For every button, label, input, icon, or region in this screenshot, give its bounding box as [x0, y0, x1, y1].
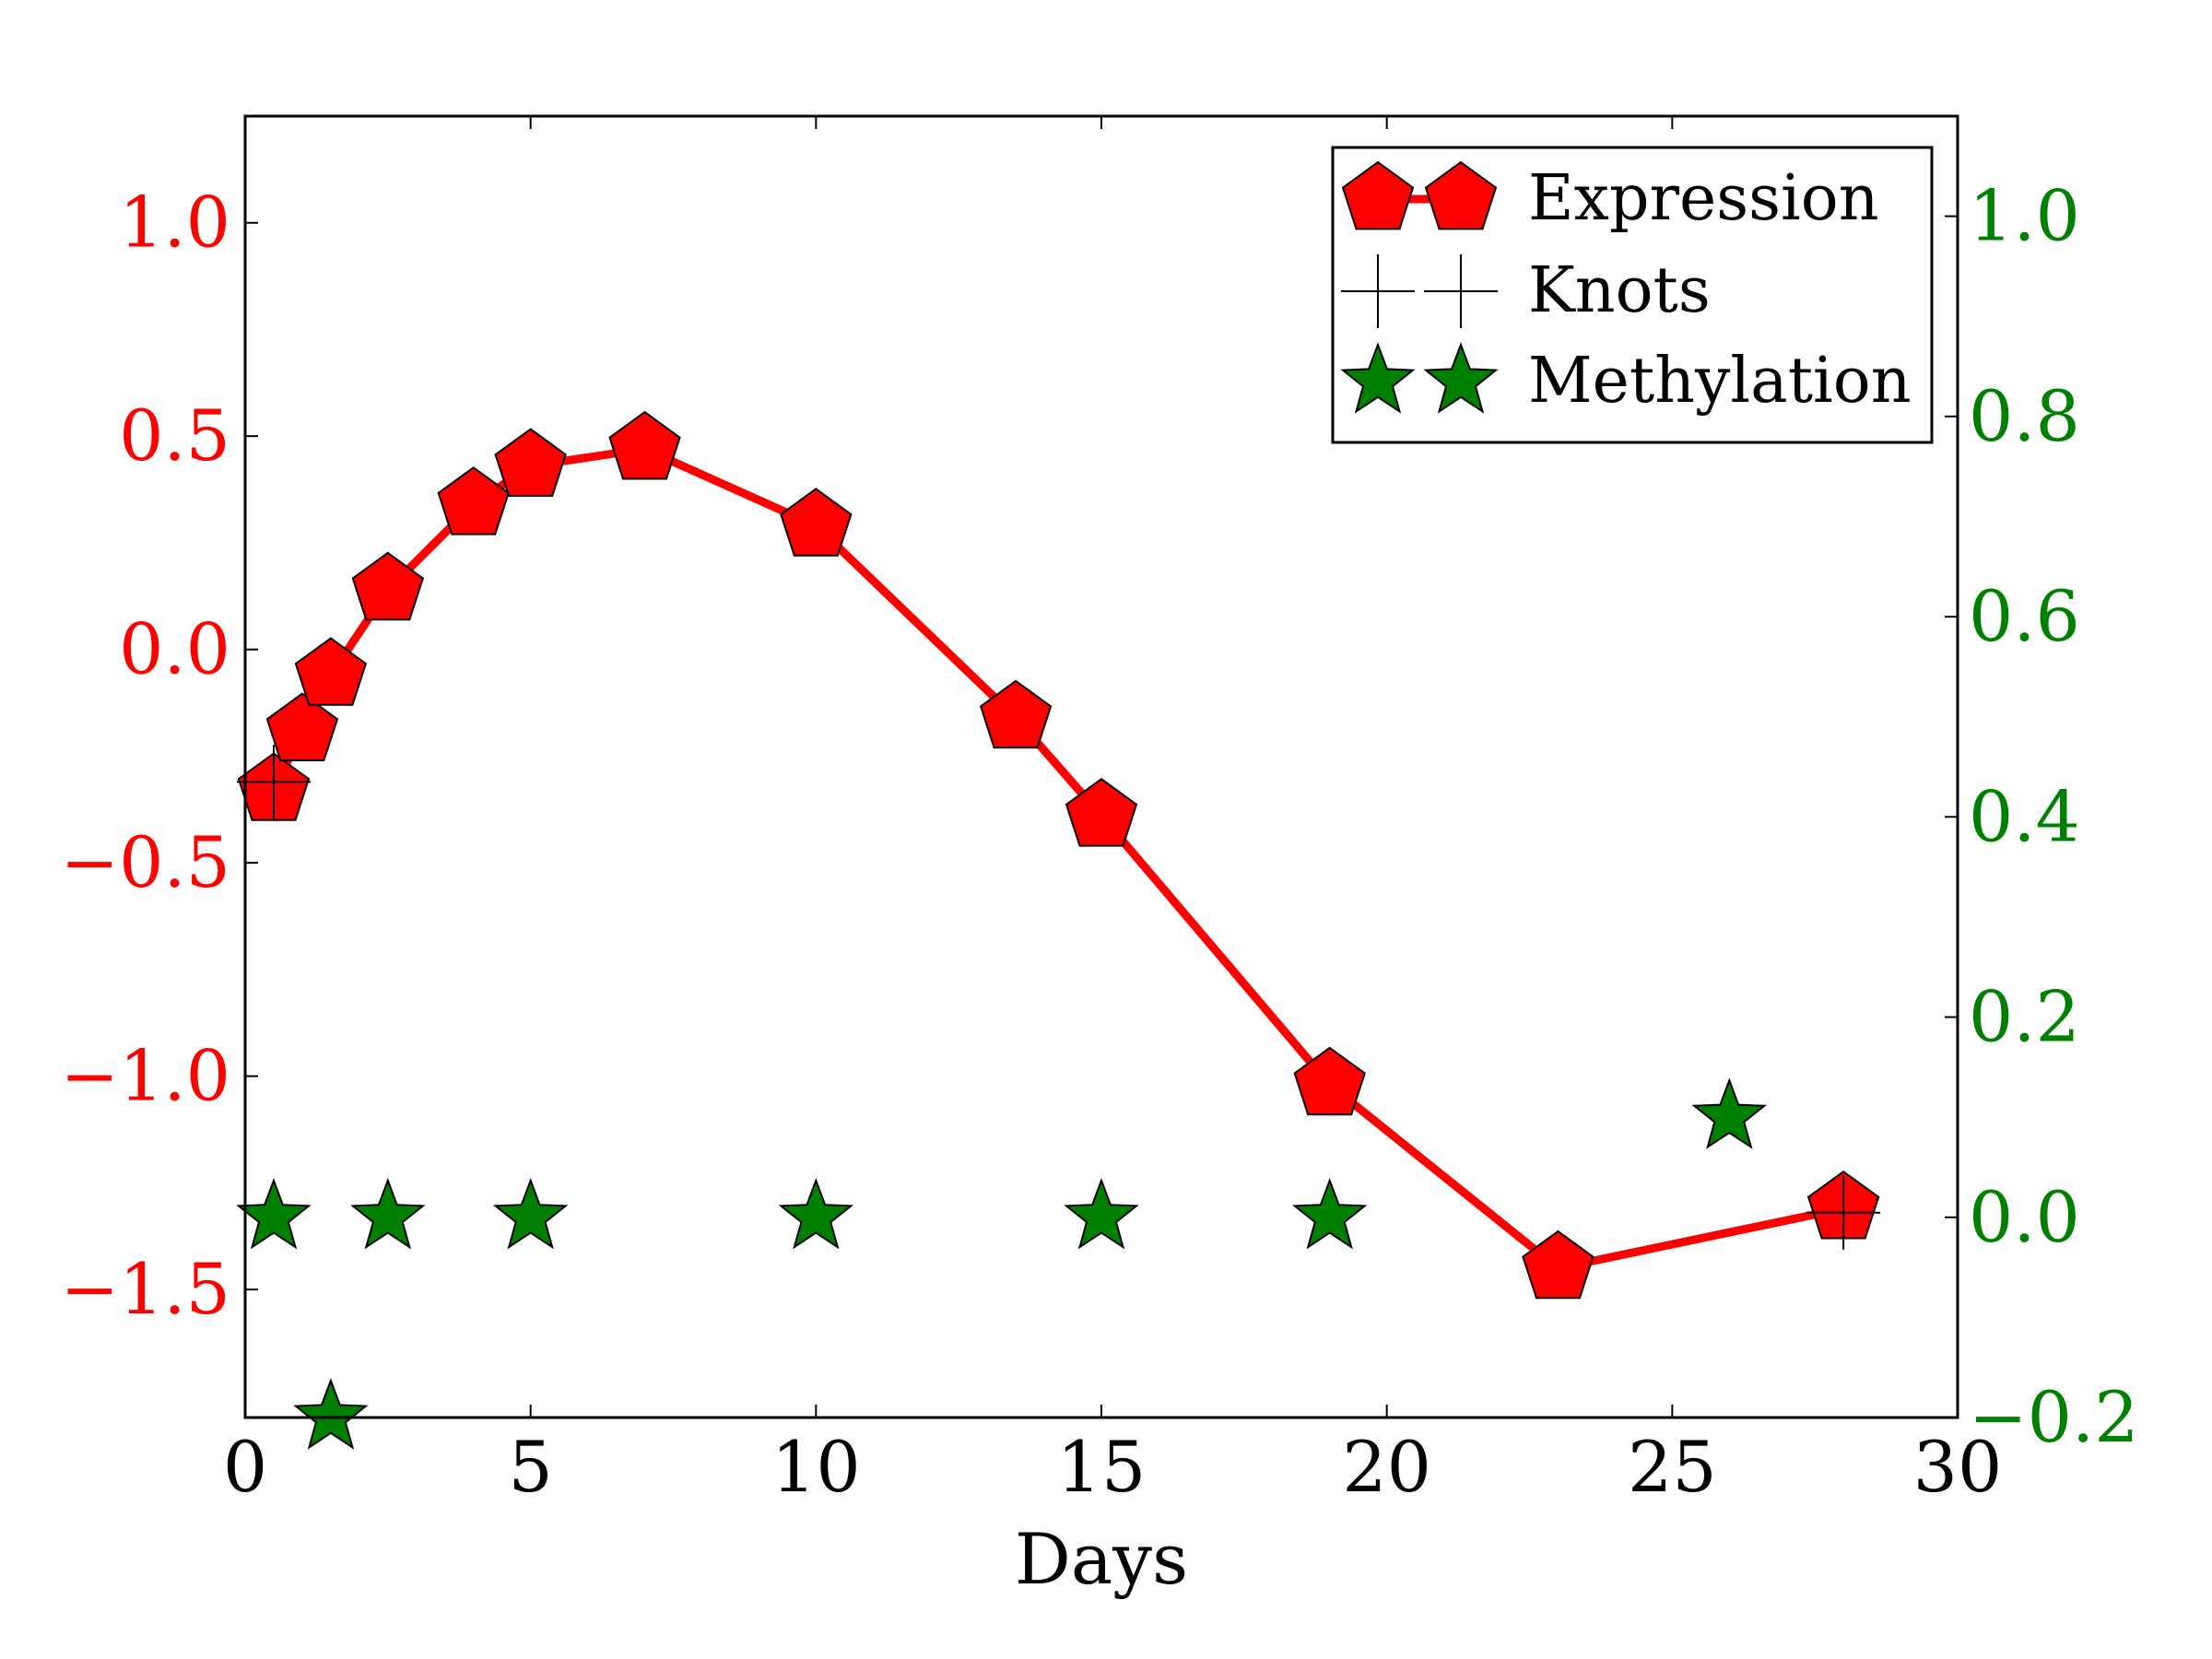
legend-knots-marker — [1424, 254, 1498, 328]
legend-label: Knots — [1528, 254, 1711, 327]
y-right-tick-label: −0.2 — [1969, 1376, 2139, 1458]
expression-point — [979, 679, 1053, 749]
legend-label: Expression — [1528, 162, 1879, 235]
y-right-tick-label: 1.0 — [1969, 175, 2080, 257]
series-markers — [236, 410, 1881, 1450]
y-left-tick-label: 0.0 — [119, 608, 230, 690]
methylation-point — [350, 1177, 426, 1250]
legend-methylation-marker — [1340, 342, 1416, 414]
y-right-tick-label: 0.6 — [1969, 575, 2080, 657]
legend: Expression Knots Methylation — [1331, 146, 1934, 444]
x-tick-label: 10 — [771, 1426, 861, 1508]
expression-point — [1522, 1230, 1594, 1300]
x-axis: 0 5 10 15 20 25 30 — [223, 116, 2003, 1508]
y-right-tick-label: 0.4 — [1969, 775, 2080, 857]
expression-point — [1293, 1046, 1366, 1116]
x-tick-label: 5 — [508, 1426, 552, 1508]
y-left-tick-label: −1.0 — [60, 1035, 230, 1117]
methylation-point — [778, 1177, 854, 1250]
x-tick-label: 20 — [1342, 1426, 1431, 1508]
y-axis-left: −1.5 −1.0 −0.5 0.0 0.5 1.0 — [60, 182, 258, 1330]
methylation-point — [1064, 1177, 1139, 1250]
expression-point — [780, 488, 853, 557]
legend-label: Methylation — [1528, 345, 1912, 418]
expression-point — [437, 466, 510, 535]
methylation-point — [1291, 1177, 1368, 1250]
expression-point — [1065, 777, 1138, 847]
x-tick-label: 30 — [1913, 1426, 2003, 1508]
expression-point — [608, 410, 681, 480]
y-left-tick-label: 1.0 — [119, 182, 230, 264]
y-right-tick-label: 0.2 — [1969, 976, 2080, 1058]
methylation-point — [1691, 1077, 1768, 1149]
y-right-tick-label: 0.0 — [1969, 1176, 2080, 1258]
y-axis-right: −0.2 0.0 0.2 0.4 0.6 0.8 1.0 — [1945, 175, 2139, 1458]
x-axis-label: Days — [1015, 1518, 1188, 1600]
methylation-point — [492, 1177, 569, 1250]
knot-point — [236, 745, 311, 819]
methylation-point — [236, 1177, 312, 1250]
expression-point — [494, 428, 567, 497]
x-tick-label: 25 — [1628, 1426, 1717, 1508]
legend-expression-marker — [1424, 160, 1498, 230]
methylation-point — [293, 1378, 369, 1450]
x-tick-label: 15 — [1057, 1426, 1147, 1508]
expression-point — [351, 551, 425, 621]
legend-knots-marker — [1341, 254, 1415, 328]
y-left-tick-label: −1.5 — [60, 1248, 230, 1330]
expression-point — [294, 637, 368, 706]
x-tick-label: 0 — [223, 1426, 267, 1508]
legend-methylation-marker — [1423, 342, 1499, 414]
expression-point — [265, 692, 339, 761]
y-left-tick-label: 0.5 — [119, 394, 230, 477]
legend-expression-marker — [1341, 160, 1415, 230]
y-left-tick-label: −0.5 — [60, 821, 230, 903]
knot-point — [1806, 1175, 1881, 1250]
y-right-tick-label: 0.8 — [1969, 375, 2080, 457]
